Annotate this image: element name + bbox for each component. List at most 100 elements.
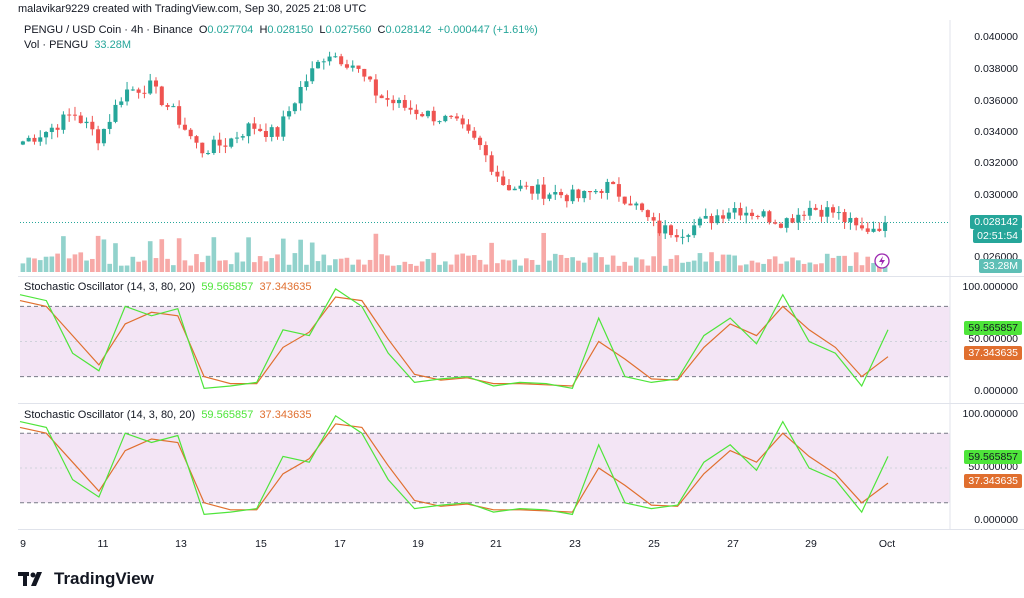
candle-body <box>443 115 448 122</box>
candle-body <box>749 212 755 216</box>
candle-body <box>356 65 361 69</box>
tradingview-logo[interactable]: TradingView <box>18 569 154 589</box>
volume-bar <box>761 263 766 272</box>
volume-bar <box>130 256 136 272</box>
candle-body <box>61 114 66 130</box>
candle-body <box>645 210 650 218</box>
volume-bar <box>223 260 228 272</box>
countdown-tag: 02:51:54 <box>973 229 1022 243</box>
candle-body <box>506 185 511 191</box>
volume-bar <box>790 257 795 272</box>
candle-body <box>454 116 459 119</box>
high-value: 0.028150 <box>267 24 314 36</box>
stoch-d-line <box>19 423 889 513</box>
candle-body <box>842 212 847 223</box>
candle-body <box>90 121 95 130</box>
candle-body <box>425 110 430 117</box>
volume-bar <box>171 265 176 272</box>
volume-bar <box>853 252 859 272</box>
volume-bar <box>49 256 55 272</box>
candle-body <box>368 76 373 80</box>
candle-body <box>171 106 176 108</box>
volume-bar <box>593 252 599 272</box>
candle-body <box>431 110 436 122</box>
time-axis-label: 23 <box>569 538 581 550</box>
volume-bar <box>263 261 269 272</box>
volume-bar <box>280 238 286 272</box>
volume-bar <box>448 264 454 272</box>
pane-divider[interactable] <box>18 276 1024 277</box>
change-value: +0.000447 (+1.61%) <box>437 24 538 36</box>
volume-bar <box>564 257 570 272</box>
candle-body <box>616 184 621 197</box>
candle-body <box>315 61 321 69</box>
candle-body <box>408 107 413 110</box>
price-axis-label: 0.032000 <box>974 157 1018 169</box>
pane-divider[interactable] <box>18 529 1024 530</box>
candle-body <box>304 81 309 87</box>
candle-body <box>32 137 37 142</box>
volume-bar <box>628 265 633 272</box>
volume-bar <box>385 255 390 272</box>
candle-body <box>790 218 795 223</box>
volume-bar <box>454 254 460 272</box>
volume-bar <box>327 265 332 272</box>
volume-bar <box>90 258 95 272</box>
candle-body <box>350 65 355 68</box>
candle-body <box>622 196 627 204</box>
candle-body <box>859 225 864 229</box>
stoch-k-value: 59.565857 <box>201 409 254 421</box>
candle-body <box>599 190 604 193</box>
time-axis-label: 21 <box>490 538 502 550</box>
time-axis-label: 25 <box>648 538 660 550</box>
candle-body <box>188 129 193 137</box>
volume-bar <box>367 259 373 272</box>
candle-body <box>697 218 702 226</box>
candle-body <box>310 68 315 82</box>
volume-bar <box>43 256 49 272</box>
candle-body <box>692 225 697 236</box>
candle-body <box>564 195 569 202</box>
volume-bar <box>500 259 506 272</box>
candle-body <box>96 129 101 144</box>
volume-bar <box>20 263 26 272</box>
volume-bar <box>379 254 384 272</box>
volume-bar <box>443 261 448 272</box>
volume-bar <box>605 264 610 272</box>
pane-divider[interactable] <box>18 403 1024 404</box>
candle-body <box>113 104 118 122</box>
volume-bar <box>32 258 37 272</box>
candle-body <box>668 225 674 236</box>
candle-body <box>732 208 737 213</box>
candle-body <box>755 215 760 217</box>
lightning-icon[interactable] <box>874 253 890 269</box>
candle-body <box>773 222 778 224</box>
chart-caption: malavikar9229 created with TradingView.c… <box>18 3 367 15</box>
volume-bar <box>599 257 604 272</box>
price-axis-label: 0.036000 <box>974 95 1018 107</box>
low-value: 0.027560 <box>325 24 372 36</box>
volume-bar <box>801 263 807 272</box>
volume-legend: Vol · PENGU 33.28M <box>24 39 131 51</box>
stoch-d-tag: 37.343635 <box>964 346 1022 360</box>
price-axis-label: 0.040000 <box>974 31 1018 43</box>
candle-body <box>848 217 853 223</box>
candle-body <box>130 89 135 91</box>
candle-body <box>703 215 708 219</box>
candle-body <box>287 111 292 117</box>
candle-body <box>78 115 83 124</box>
stoch-axis-label: 100.000000 <box>962 281 1018 293</box>
volume-bar <box>819 263 824 272</box>
candle-body <box>836 212 841 214</box>
stoch-k-line <box>19 288 889 389</box>
volume-bar <box>639 259 645 272</box>
candle-body <box>553 192 558 195</box>
volume-bar <box>373 233 379 272</box>
volume-bar <box>304 264 309 272</box>
candle-body <box>576 189 581 199</box>
volume-bar <box>842 255 847 272</box>
candle-body <box>49 127 54 133</box>
candle-body <box>72 114 77 116</box>
volume-bar <box>78 252 84 272</box>
